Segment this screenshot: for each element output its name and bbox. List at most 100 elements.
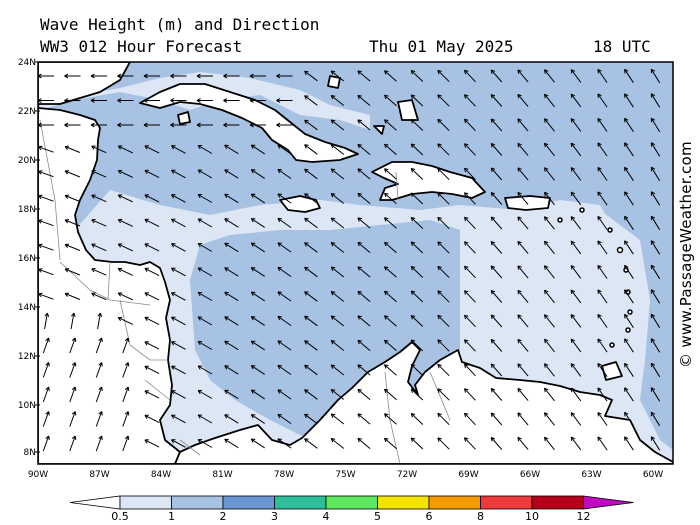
wave-arrow-head — [651, 313, 656, 317]
wave-arrow-head — [304, 95, 309, 97]
wave-arrow-head — [144, 170, 148, 174]
wave-arrow-head — [46, 312, 50, 318]
wave-arrow-head — [464, 363, 469, 366]
wave-arrow-head — [544, 69, 546, 74]
wave-arrow-head — [544, 241, 546, 246]
wave-arrow-head — [330, 168, 334, 173]
wave-arrow — [597, 289, 608, 304]
wave-arrow-head — [384, 193, 387, 198]
wave-arrow-head — [570, 265, 576, 268]
wave-arrow-head — [490, 69, 493, 75]
wave-arrow-head — [437, 413, 440, 418]
wave-arrow-head — [38, 292, 43, 295]
wave-arrow-head — [304, 144, 309, 146]
wave-arrow — [357, 413, 371, 425]
wave-arrow-head — [624, 142, 629, 146]
wave-arrow-head — [651, 411, 656, 415]
wave-arrow — [64, 170, 81, 178]
wave-arrow — [330, 217, 345, 229]
wave-arrow-head — [171, 243, 175, 248]
wave-arrow-head — [124, 362, 129, 366]
wave-arrow-head — [517, 265, 520, 270]
wave-arrow — [38, 170, 54, 178]
wave-arrow-head — [410, 168, 413, 173]
wave-arrow — [277, 438, 292, 449]
wave-arrow — [570, 240, 582, 255]
wave-arrow-head — [517, 167, 522, 170]
map-title: Wave Height (m) and Direction — [40, 15, 320, 34]
wave-arrow — [490, 363, 503, 377]
wave-arrow-head — [570, 167, 576, 170]
wave-arrow-head — [304, 364, 309, 367]
wave-arrow — [357, 70, 371, 82]
wave-arrow — [122, 362, 129, 378]
wave-arrow — [597, 93, 608, 108]
wave-arrow-head — [144, 268, 148, 272]
wave-arrow-head — [411, 315, 416, 317]
wave-arrow-head — [570, 338, 576, 342]
wave-arrow — [64, 219, 81, 227]
wave-arrow-head — [410, 94, 413, 99]
wave-arrow — [357, 315, 371, 327]
wave-arrow-head — [277, 218, 281, 223]
wave-arrow-head — [437, 143, 440, 148]
wave-arrow — [650, 264, 661, 280]
wave-arrow — [64, 244, 81, 251]
wave-arrow-head — [464, 241, 469, 244]
wave-arrow — [277, 217, 292, 229]
wave-arrow-head — [624, 191, 629, 195]
wave-arrow — [464, 143, 476, 156]
wave-arrow-head — [304, 70, 307, 76]
wave-arrow-head — [223, 122, 228, 126]
wave-arrow-head — [437, 339, 440, 344]
wave-arrow — [91, 145, 107, 154]
wave-arrow — [304, 144, 318, 155]
wave-arrow-head — [143, 75, 148, 79]
wave-arrow-head — [437, 69, 442, 72]
wave-arrow — [304, 168, 318, 180]
wave-arrow-head — [71, 435, 76, 439]
longitude-label: 72W — [397, 470, 417, 480]
wave-arrow-head — [437, 70, 440, 75]
wave-arrow — [517, 118, 529, 132]
wave-arrow-head — [171, 439, 175, 444]
wave-arrow — [251, 365, 265, 375]
wave-arrow-head — [464, 69, 469, 72]
wave-arrow-head — [517, 436, 522, 440]
wave-arrow-head — [73, 312, 76, 318]
wave-arrow-head — [117, 268, 121, 273]
wave-arrow-head — [624, 338, 629, 342]
wave-arrow-head — [64, 268, 68, 273]
wave-arrow-head — [624, 362, 629, 366]
wave-arrow — [597, 265, 608, 279]
wave-arrow-head — [224, 218, 228, 223]
wave-arrow-head — [517, 240, 522, 244]
wave-arrow-head — [384, 339, 389, 342]
wave-arrow — [251, 193, 265, 204]
wave-arrow — [330, 364, 345, 376]
wave-arrow-head — [117, 317, 121, 322]
scale-color-bin — [325, 495, 378, 510]
wave-arrow — [277, 364, 292, 376]
wave-arrow-head — [277, 193, 281, 198]
wave-arrow-head — [196, 75, 201, 79]
wave-arrow-head — [90, 122, 95, 126]
wave-arrow — [44, 313, 48, 329]
wave-arrow — [197, 341, 213, 350]
wave-arrow-head — [464, 217, 466, 222]
wave-arrow-head — [331, 266, 336, 269]
wave-arrow — [117, 170, 134, 178]
wave-arrow-head — [464, 266, 466, 271]
wave-arrow-head — [304, 340, 309, 342]
wave-arrow-head — [224, 194, 228, 199]
wave-arrow — [410, 413, 424, 425]
wave-arrow-head — [490, 363, 493, 369]
wave-arrow-head — [597, 289, 599, 294]
wave-arrow — [277, 193, 292, 204]
wave-arrow — [251, 316, 265, 326]
wave-arrow-head — [64, 195, 68, 199]
wave-arrow-head — [491, 143, 496, 146]
wave-arrow — [464, 412, 476, 426]
wave-arrow-head — [38, 268, 42, 273]
wave-arrow-head — [277, 365, 281, 370]
